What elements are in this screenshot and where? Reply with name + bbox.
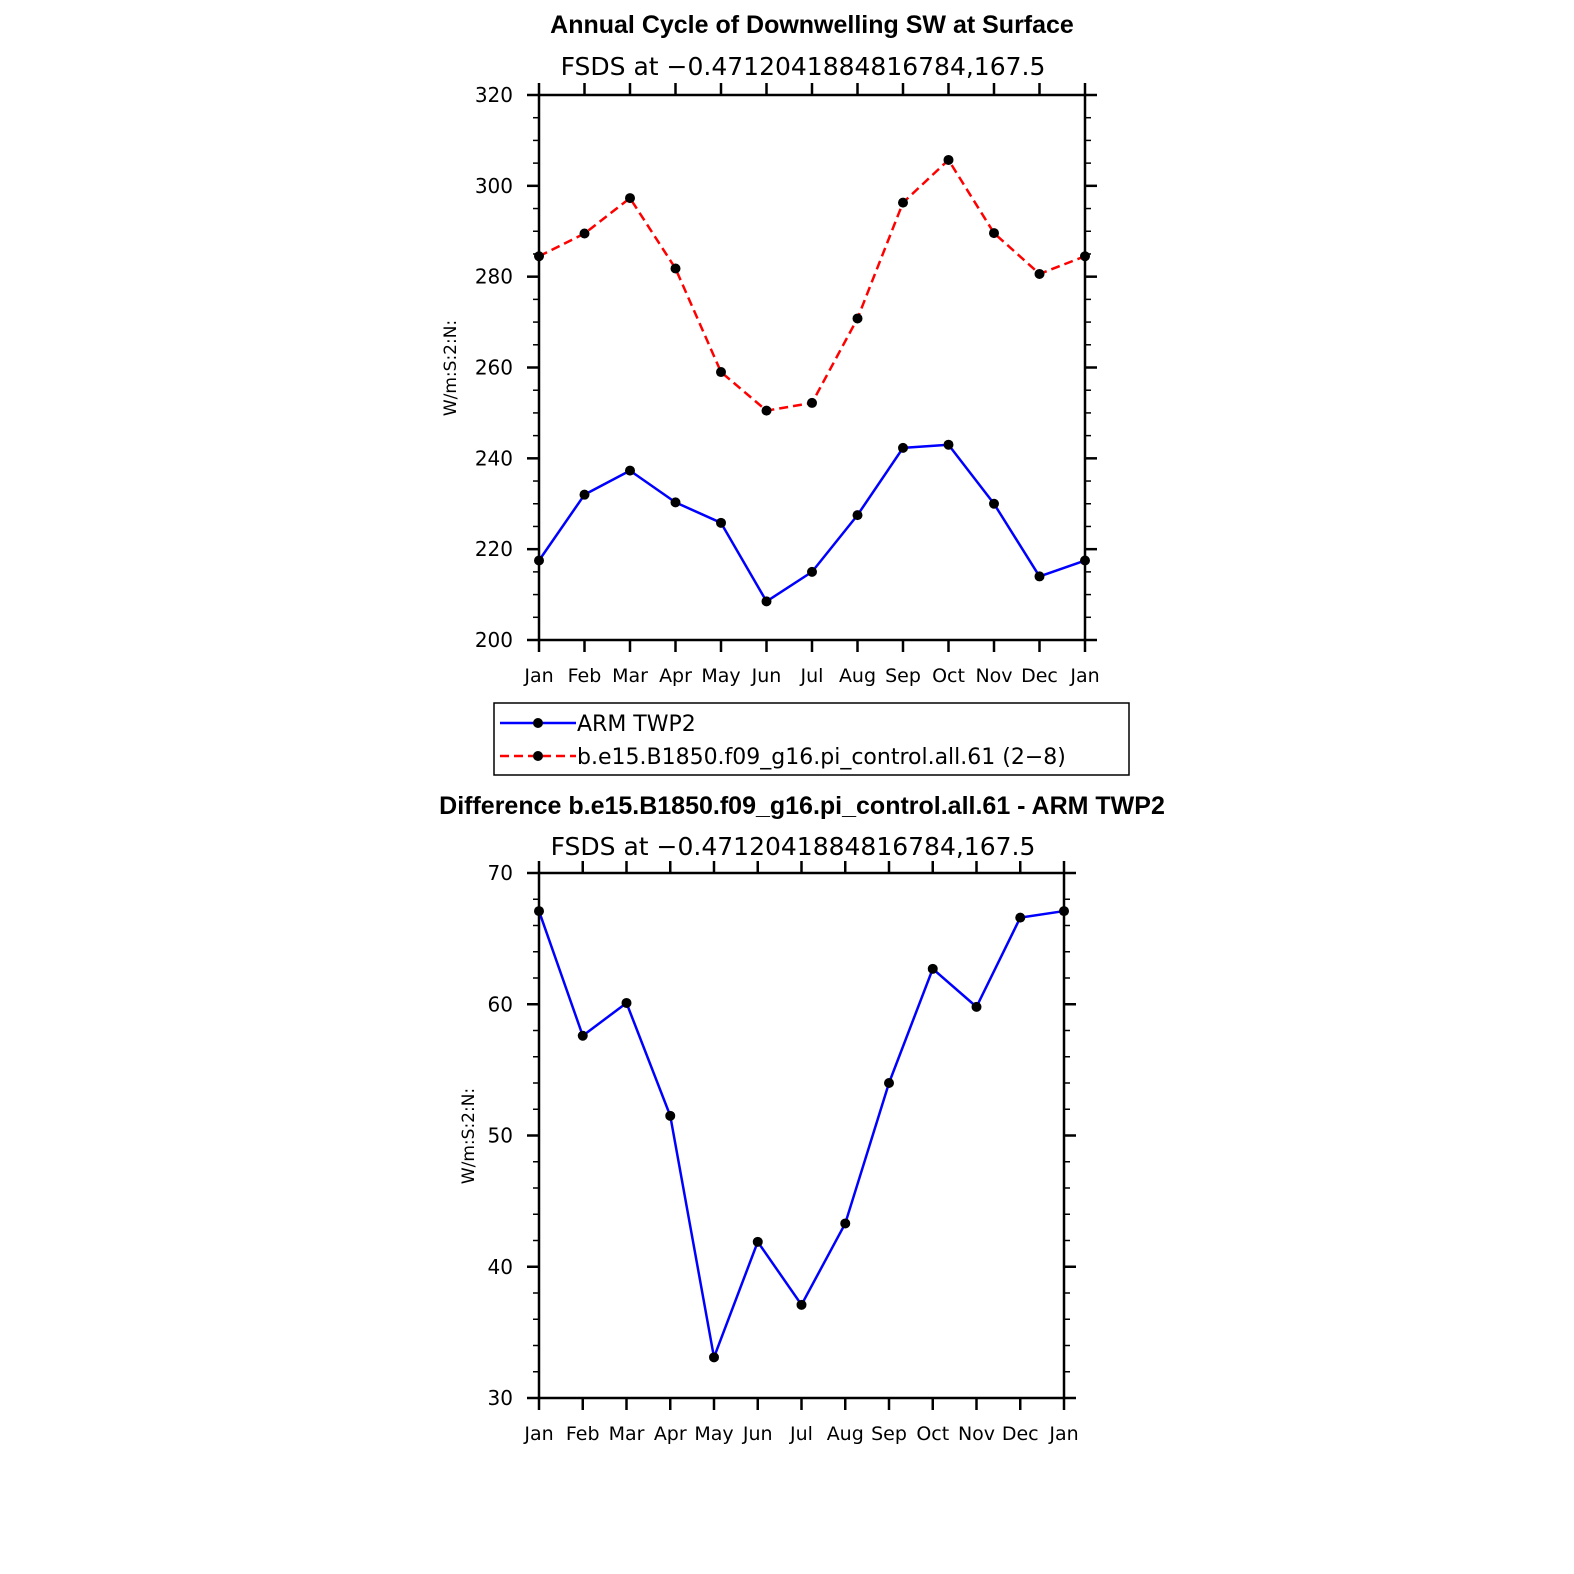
data-point <box>577 1030 588 1041</box>
axis-ticks: 30 40 50 60 70 Jan Feb Mar Apr May Jun Jul Aug Sep Oct… <box>488 861 1079 1445</box>
y-tick-label: 220 <box>475 537 513 561</box>
data-point <box>625 193 635 204</box>
y-tick-label: 240 <box>475 446 513 470</box>
x-tick-label: Aug <box>827 1423 864 1445</box>
series-line-0 <box>537 909 1065 1359</box>
data-point <box>1034 268 1045 279</box>
x-tick-label: Sep <box>885 665 921 687</box>
y-tick-label: 50 <box>488 1124 513 1148</box>
data-point <box>807 566 817 577</box>
x-tick-label: Apr <box>659 665 692 687</box>
x-tick-label: Jan <box>1048 1423 1078 1445</box>
y-tick-label: 320 <box>475 83 513 107</box>
legend-label-model: b.e15.B1850.f09_g16.pi_control.all.61 (2… <box>577 745 1066 770</box>
x-tick-label: Apr <box>654 1423 687 1445</box>
x-tick-label: Nov <box>975 665 1012 687</box>
x-tick-label: Jan <box>1069 665 1099 687</box>
data-point <box>884 1078 894 1088</box>
y-tick-label: 60 <box>488 992 513 1016</box>
data-point <box>989 498 999 509</box>
data-point <box>852 510 863 521</box>
data-point <box>989 228 999 239</box>
x-tick-label: Jan <box>523 1423 553 1445</box>
x-tick-label: Mar <box>612 665 648 687</box>
chart-marks <box>534 906 1069 1363</box>
data-point <box>579 228 590 239</box>
chart-title: Annual Cycle of Downwelling SW at Surfac… <box>550 11 1074 39</box>
data-point <box>670 497 681 508</box>
series-line-0 <box>537 443 1086 603</box>
data-point <box>943 154 954 165</box>
data-point <box>625 465 635 476</box>
chart-subtitle: FSDS at −0.4712041884816784,167.5 <box>551 832 1036 861</box>
data-point <box>898 442 908 453</box>
series-line-1 <box>538 158 1086 412</box>
legend-label-arm: ARM TWP2 <box>577 712 696 737</box>
x-tick-label: Jul <box>789 1423 813 1445</box>
data-point <box>852 313 863 324</box>
chart-subtitle: FSDS at −0.4712041884816784,167.5 <box>561 52 1046 81</box>
data-point <box>927 963 938 974</box>
data-point <box>709 1352 719 1363</box>
data-point <box>971 1001 982 1012</box>
x-tick-label: Jul <box>800 665 824 687</box>
x-tick-label: Feb <box>566 1423 600 1445</box>
data-point <box>1034 571 1045 582</box>
legend-entry-model: b.e15.B1850.f09_g16.pi_control.all.61 (2… <box>500 745 1066 770</box>
data-point <box>807 397 817 408</box>
x-tick-label: May <box>701 665 740 687</box>
y-axis-label: W/m:S:2:N: <box>441 320 461 416</box>
data-point <box>761 596 772 607</box>
y-tick-label: 200 <box>475 628 513 652</box>
plot-border <box>537 93 1087 642</box>
data-point <box>716 367 726 378</box>
y-tick-label: 280 <box>475 265 513 289</box>
x-tick-label: Jan <box>523 665 553 687</box>
x-tick-label: Feb <box>568 665 602 687</box>
plot-frame <box>537 93 1087 642</box>
data-point <box>840 1218 851 1229</box>
y-tick-label: 30 <box>488 1386 513 1410</box>
x-tick-label: Oct <box>932 665 965 687</box>
data-point <box>898 197 908 208</box>
y-tick-label: 40 <box>488 1255 513 1279</box>
x-tick-label: Dec <box>1002 1423 1039 1445</box>
x-tick-label: Mar <box>609 1423 645 1445</box>
axis-ticks: 200 220 240 260 280 300 320 Jan Feb Mar Apr May Jun J… <box>475 83 1100 687</box>
x-tick-label: Aug <box>839 665 876 687</box>
data-point <box>579 489 590 500</box>
plot-frame <box>537 871 1066 1400</box>
data-point <box>943 439 954 450</box>
x-tick-label: Dec <box>1021 665 1058 687</box>
plot-border <box>537 871 1066 1400</box>
annual-cycle-chart: Annual Cycle of Downwelling SW at Surfac… <box>441 11 1100 687</box>
data-point <box>621 997 632 1008</box>
data-point <box>761 405 772 416</box>
legend-marker-arm <box>533 718 543 728</box>
data-point <box>665 1110 676 1121</box>
y-axis-label: W/m:S:2:N: <box>459 1088 479 1184</box>
x-tick-label: Sep <box>871 1423 907 1445</box>
data-point <box>796 1299 807 1310</box>
x-tick-label: Jun <box>742 1423 773 1445</box>
data-point <box>716 517 726 528</box>
y-tick-label: 260 <box>475 356 513 380</box>
data-point <box>670 263 681 274</box>
legend-entry-arm: ARM TWP2 <box>500 712 696 737</box>
x-tick-label: Oct <box>916 1423 949 1445</box>
legend-box <box>493 702 1130 776</box>
difference-chart: Difference b.e15.B1850.f09_g16.pi_contro… <box>439 792 1165 1445</box>
x-tick-label: Nov <box>958 1423 995 1445</box>
data-point <box>752 1236 763 1247</box>
x-tick-label: May <box>694 1423 733 1445</box>
chart-title: Difference b.e15.B1850.f09_g16.pi_contro… <box>439 792 1165 820</box>
y-tick-label: 70 <box>488 861 513 885</box>
chart-marks <box>534 154 1090 607</box>
legend: ARM TWP2 b.e15.B1850.f09_g16.pi_control.… <box>493 702 1130 776</box>
legend-marker-model <box>533 751 543 761</box>
y-tick-label: 300 <box>475 174 513 198</box>
data-point <box>1015 912 1026 923</box>
x-tick-label: Jun <box>751 665 782 687</box>
